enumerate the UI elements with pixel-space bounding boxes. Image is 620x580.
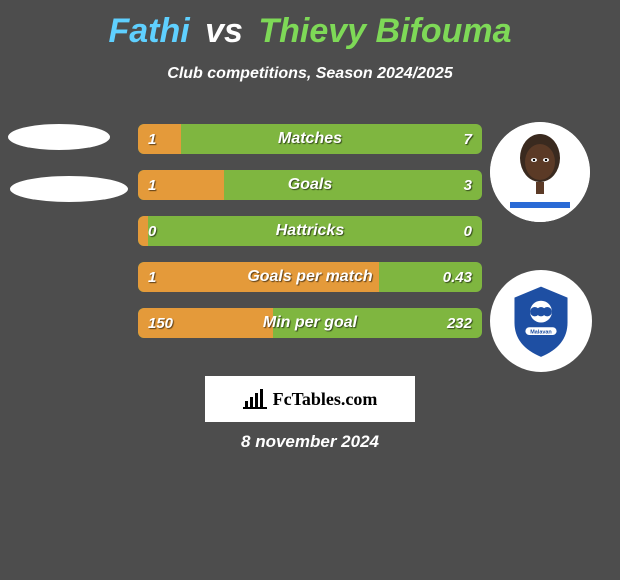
player-b-portrait-icon (490, 122, 590, 222)
subtitle: Club competitions, Season 2024/2025 (0, 65, 620, 83)
bar-row: 0 Hattricks 0 (138, 216, 482, 246)
comparison-title: Fathi vs Thievy Bifouma (0, 0, 620, 51)
bar-right-value: 3 (464, 170, 472, 200)
bar-label: Min per goal (138, 308, 482, 338)
svg-text:Malavan: Malavan (530, 329, 552, 335)
bar-right-value: 0.43 (443, 262, 472, 292)
bar-label: Matches (138, 124, 482, 154)
player-b-avatars: Malavan (490, 112, 592, 372)
bar-label: Goals per match (138, 262, 482, 292)
bar-row: 1 Matches 7 (138, 124, 482, 154)
bar-right-value: 0 (464, 216, 472, 246)
bar-row: 1 Goals 3 (138, 170, 482, 200)
brand-text: FcTables.com (273, 389, 378, 410)
bar-label: Hattricks (138, 216, 482, 246)
player-a-name: Fathi (108, 12, 189, 50)
player-a-avatars (8, 112, 112, 202)
player-a-photo-placeholder (8, 112, 112, 202)
bar-chart-icon (243, 387, 267, 411)
footer-brand-box: FcTables.com (205, 376, 415, 422)
bar-row: 150 Min per goal 232 (138, 308, 482, 338)
comparison-bars: 1 Matches 7 1 Goals 3 0 Hattricks 0 1 Go… (138, 124, 482, 338)
bar-row: 1 Goals per match 0.43 (138, 262, 482, 292)
player-b-name: Thievy Bifouma (258, 12, 511, 50)
bar-label: Goals (138, 170, 482, 200)
club-crest-icon: Malavan (502, 282, 580, 360)
bar-right-value: 7 (464, 124, 472, 154)
player-b-photo (490, 122, 590, 222)
date-text: 8 november 2024 (0, 432, 620, 452)
vs-label: vs (205, 12, 243, 50)
player-b-club-badge: Malavan (490, 270, 592, 372)
bar-right-value: 232 (447, 308, 472, 338)
